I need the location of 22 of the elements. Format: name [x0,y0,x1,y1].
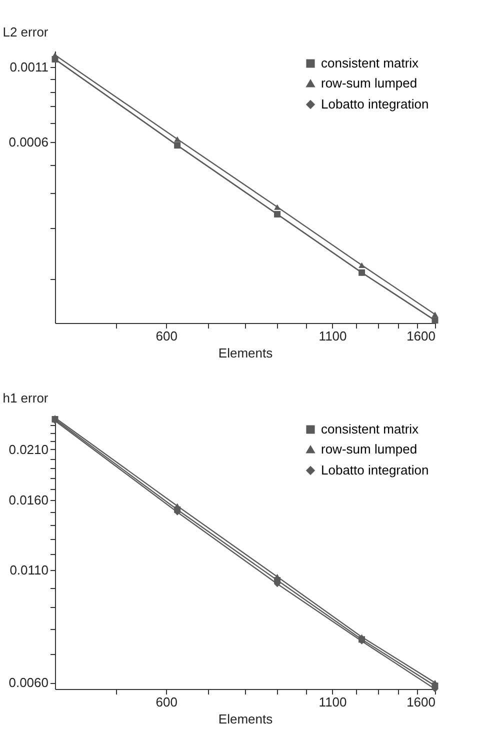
legend-label: Lobatto integration [321,96,429,112]
y-tick-label: 0.0160 [8,492,48,508]
x-axis-title: Elements [218,712,274,726]
y-axis-title: h1 error [2,390,49,406]
legend-label: row-sum lumped [321,76,418,90]
y-tick-label: 0.0006 [8,134,48,150]
legend-label: consistent matrix [321,56,420,70]
y-tick-label: 0.0110 [10,562,48,578]
x-tick-label: 600 [156,328,178,344]
y-tick-label: 0.0210 [8,442,48,457]
x-axis-title: Elements [218,346,274,360]
y-tick-label: 0.0011 [10,59,48,74]
y-tick-label: 0.0060 [8,675,48,690]
legend-label: consistent matrix [321,422,420,436]
x-tick-label: 1600 [406,694,436,710]
x-tick-label: 1600 [406,328,436,344]
x-tick-label: 1100 [318,328,347,344]
x-tick-label: 600 [156,694,178,710]
legend-label: Lobatto integration [321,462,429,478]
x-tick-label: 1100 [318,694,347,710]
legend-label: row-sum lumped [321,442,418,456]
y-axis-title: L2 error [2,24,49,40]
